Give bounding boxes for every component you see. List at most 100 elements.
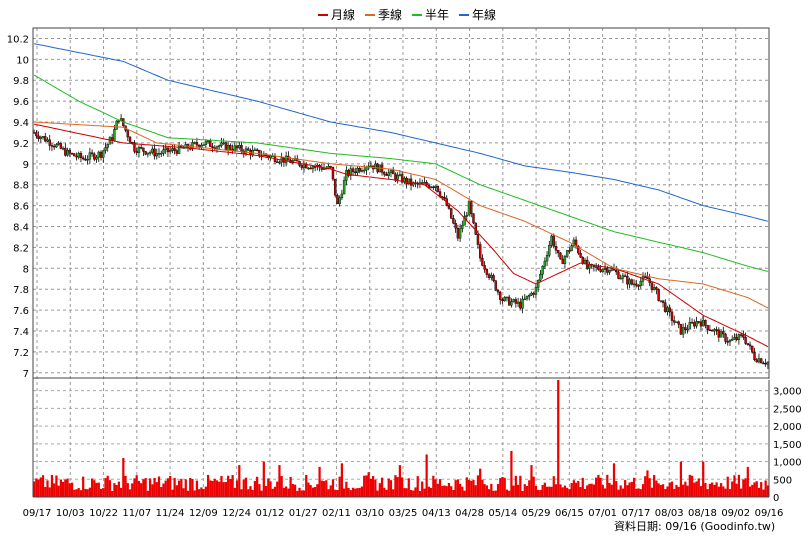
legend-label-monthly: 月線 <box>331 8 356 22</box>
candle-body <box>606 267 609 273</box>
legend-item-yearly[interactable]: 年線 <box>459 6 496 23</box>
candle-body <box>728 340 732 343</box>
volume-bar <box>50 474 54 497</box>
candle-body <box>383 172 386 175</box>
volume-bar <box>418 491 422 497</box>
candle-body <box>726 341 729 343</box>
volume-bar <box>148 478 152 497</box>
volume-bar <box>99 488 103 497</box>
candle-body <box>139 146 143 149</box>
price-tick-label: 10.2 <box>7 34 29 45</box>
candle-body <box>519 301 522 309</box>
legend-item-quarterly[interactable]: 季線 <box>365 6 402 23</box>
volume-bar <box>79 490 83 497</box>
volume-bar <box>755 481 758 497</box>
volume-bar <box>684 481 687 497</box>
candle-body <box>81 157 85 160</box>
candle-body <box>501 299 504 302</box>
candle-body <box>296 158 299 162</box>
volume-bar <box>470 480 473 497</box>
volume-bar <box>249 486 252 497</box>
candle-body <box>258 149 261 157</box>
volume-bar <box>554 484 558 497</box>
candle-body <box>722 331 725 335</box>
volume-bar <box>762 489 765 497</box>
candle-body <box>385 174 388 176</box>
volume-bar <box>385 489 388 497</box>
legend-item-monthly[interactable]: 月線 <box>318 6 355 23</box>
candle-body <box>706 325 709 331</box>
volume-bar <box>166 478 170 497</box>
volume-bar <box>160 486 163 497</box>
volume-bar <box>403 488 406 497</box>
volume-bar <box>198 489 201 497</box>
volume-bar <box>293 484 297 497</box>
price-tick-label: 9 <box>23 160 29 171</box>
volume-bar <box>215 480 219 497</box>
candle-body <box>57 143 60 145</box>
volume-bar <box>343 488 346 497</box>
legend-item-halfyear[interactable]: 半年 <box>412 6 449 23</box>
candle-body <box>615 270 618 273</box>
candle-body <box>126 130 129 138</box>
candle-body <box>675 321 678 323</box>
volume-bar <box>606 474 609 497</box>
volume-bar <box>670 481 674 497</box>
candle-body <box>735 337 738 340</box>
candle-body <box>684 327 687 330</box>
volume-bar <box>588 483 591 497</box>
candle-body <box>276 161 279 163</box>
volume-bar <box>740 488 743 497</box>
volume-bar <box>443 485 446 497</box>
volume-bar <box>37 479 40 497</box>
volume-bar <box>441 486 444 497</box>
candle-body <box>525 295 529 300</box>
candle-body <box>142 147 145 152</box>
volume-bar <box>260 490 263 497</box>
candle-body <box>220 142 223 146</box>
volume-bar <box>271 488 274 497</box>
candle-body <box>539 274 542 281</box>
volume-bar <box>675 484 678 497</box>
candle-body <box>668 307 671 313</box>
candle-body <box>75 155 78 158</box>
volume-bar <box>227 475 230 497</box>
date-tick-label: 01/27 <box>289 508 318 519</box>
volume-bar <box>238 465 241 497</box>
volume-bar <box>641 484 645 497</box>
candle-body <box>452 218 455 224</box>
volume-bar <box>630 481 633 497</box>
candle-body <box>438 191 442 197</box>
quarterly-ma-line <box>34 121 769 309</box>
volume-bar <box>104 478 107 497</box>
candle-body <box>467 201 471 216</box>
volume-bar <box>543 482 546 497</box>
volume-bar <box>550 486 553 497</box>
candle-body <box>64 147 67 156</box>
candle-body <box>503 296 506 302</box>
volume-bar <box>126 483 129 497</box>
volume-bar <box>416 476 419 497</box>
candle-body <box>79 153 83 159</box>
price-tick-label: 8.6 <box>13 202 29 213</box>
volume-bar <box>581 477 584 497</box>
volume-bar <box>41 475 45 497</box>
volume-bar <box>135 475 138 497</box>
volume-bar <box>111 490 114 497</box>
date-tick-label: 07/17 <box>621 508 650 519</box>
candle-body <box>102 150 105 158</box>
candle-body <box>106 144 109 148</box>
volume-bar <box>338 476 341 497</box>
volume-tick-label: 1,500 <box>773 440 802 451</box>
candle-body <box>59 143 63 149</box>
candle-body <box>686 328 689 331</box>
volume-bar <box>258 484 261 497</box>
candle-body <box>543 260 547 267</box>
candle-body <box>699 321 703 327</box>
volume-bar <box>220 475 223 497</box>
candle-body <box>666 307 669 312</box>
volume-bar <box>285 486 288 497</box>
candle-body <box>95 156 98 160</box>
volume-bar <box>595 477 598 497</box>
volume-bar <box>664 489 667 497</box>
